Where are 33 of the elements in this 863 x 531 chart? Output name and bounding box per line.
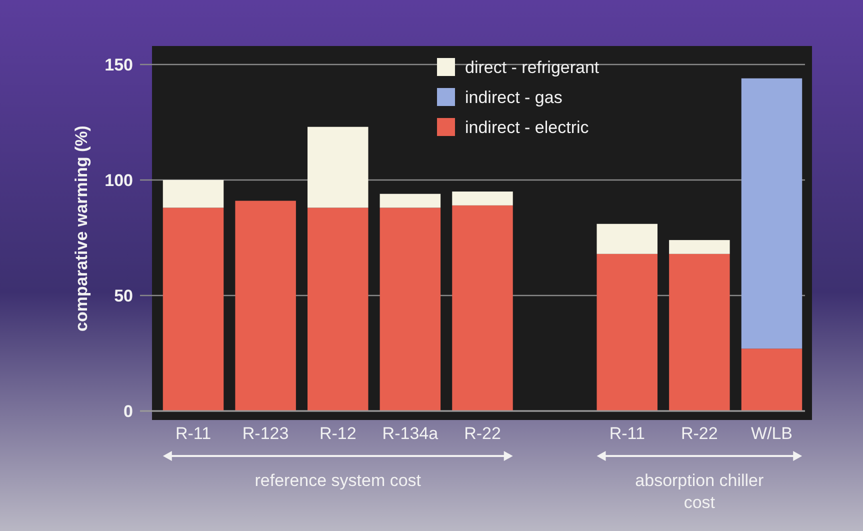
legend-label: indirect - electric xyxy=(465,118,590,137)
y-tick-label: 100 xyxy=(104,170,133,190)
bar xyxy=(452,205,513,411)
x-tick-label: R-134a xyxy=(382,424,439,443)
text: reference system cost xyxy=(254,471,422,490)
bar xyxy=(669,254,730,411)
x-tick-label: W/LB xyxy=(750,424,793,443)
x-tick-label: R-11 xyxy=(609,424,645,443)
bar xyxy=(162,180,224,208)
bar xyxy=(741,78,802,349)
x-tick-label: R-22 xyxy=(464,424,501,443)
bar xyxy=(235,200,296,411)
bar xyxy=(452,192,513,206)
x-tick-label: R-11 xyxy=(175,424,212,443)
x-tick-label: R-12 xyxy=(319,424,356,443)
bar xyxy=(308,208,368,411)
y-axis-title: comparative warming (%) xyxy=(72,126,91,332)
bar xyxy=(596,254,658,411)
x-tick-label: R-22 xyxy=(681,424,718,443)
bar xyxy=(162,208,224,411)
y-tick-label: 50 xyxy=(114,286,133,306)
y-tick-label: 0 xyxy=(124,402,133,421)
y-tick-label: 150 xyxy=(104,55,133,74)
bar xyxy=(308,126,368,208)
legend-label: indirect - gas xyxy=(465,88,562,107)
bar xyxy=(669,240,730,254)
bar xyxy=(380,194,441,208)
bar xyxy=(741,348,802,411)
legend-label: direct - refrigerant xyxy=(465,58,600,77)
x-tick-label: R-123 xyxy=(242,424,289,443)
text: absorption chiller cost xyxy=(635,471,764,512)
bar xyxy=(380,208,441,411)
bar xyxy=(596,224,658,254)
